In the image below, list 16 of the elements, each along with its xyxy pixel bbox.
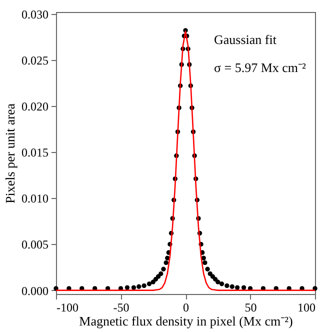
x-tick-label: 0 — [183, 300, 189, 314]
y-tick-label: 0.000 — [22, 284, 48, 298]
y-tick-label: 0.005 — [22, 238, 48, 252]
x-tick-label: 50 — [244, 300, 257, 314]
annotation: σ = 5.97 Mx cm⁻² — [214, 60, 306, 75]
y-tick-label: 0.020 — [22, 100, 48, 114]
y-tick-label: 0.015 — [22, 146, 48, 160]
x-tick-label: 100 — [298, 300, 316, 314]
x-axis-title: Magnetic flux density in pixel (Mx cm⁻²) — [79, 314, 293, 328]
x-tick-label: -100 — [56, 300, 78, 314]
y-tick-label: 0.010 — [22, 192, 48, 206]
y-axis-title: Pixels per unit area — [2, 103, 18, 204]
y-tick-label: 0.025 — [22, 53, 48, 68]
x-tick-label: -50 — [113, 300, 130, 314]
annotation: Gaussian fit — [214, 32, 277, 47]
y-tick-label: 0.030 — [22, 7, 48, 22]
